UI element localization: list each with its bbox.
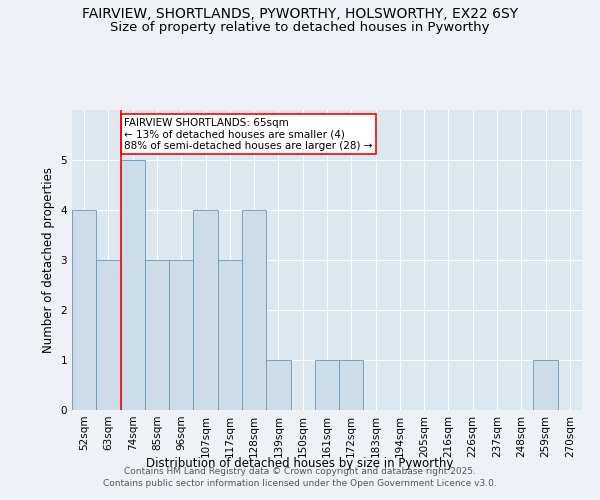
Text: Size of property relative to detached houses in Pyworthy: Size of property relative to detached ho… <box>110 21 490 34</box>
Bar <box>193 210 218 410</box>
Bar <box>242 210 266 410</box>
Bar <box>121 160 145 410</box>
Bar <box>218 260 242 410</box>
Y-axis label: Number of detached properties: Number of detached properties <box>42 167 55 353</box>
Text: FAIRVIEW SHORTLANDS: 65sqm
← 13% of detached houses are smaller (4)
88% of semi-: FAIRVIEW SHORTLANDS: 65sqm ← 13% of deta… <box>124 118 373 150</box>
Bar <box>169 260 193 410</box>
Bar <box>339 360 364 410</box>
Text: Contains HM Land Registry data © Crown copyright and database right 2025.
Contai: Contains HM Land Registry data © Crown c… <box>103 466 497 487</box>
Text: FAIRVIEW, SHORTLANDS, PYWORTHY, HOLSWORTHY, EX22 6SY: FAIRVIEW, SHORTLANDS, PYWORTHY, HOLSWORT… <box>82 8 518 22</box>
Bar <box>266 360 290 410</box>
Bar <box>533 360 558 410</box>
Bar <box>315 360 339 410</box>
Text: Distribution of detached houses by size in Pyworthy: Distribution of detached houses by size … <box>146 457 454 470</box>
Bar <box>72 210 96 410</box>
Bar <box>96 260 121 410</box>
Bar <box>145 260 169 410</box>
